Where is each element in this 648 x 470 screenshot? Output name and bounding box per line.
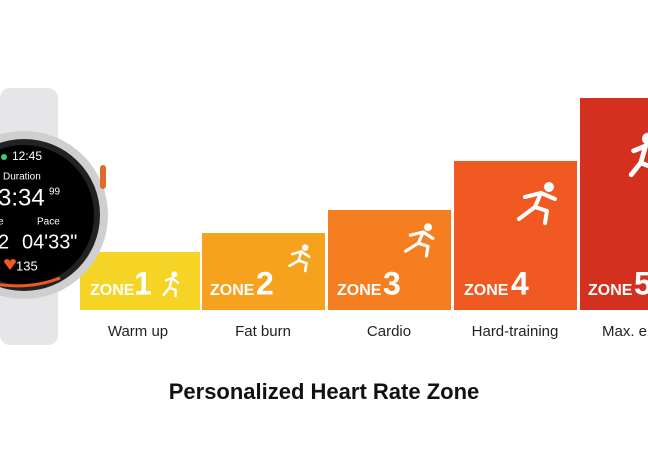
zone-4: ZONE 4 Hard-training [454, 161, 577, 340]
zone-number: 4 [511, 265, 529, 301]
zone-3: ZONE 3 Cardio [328, 210, 451, 340]
zone-name: Max. e [602, 323, 647, 340]
zone-name: Hard-training [472, 323, 559, 340]
zone-name: Cardio [367, 323, 411, 340]
runner-icon [162, 271, 180, 298]
zone-number: 5 [634, 265, 648, 301]
zone-name: Warm up [108, 323, 168, 340]
watch: 12:45 Duration 3:34 99 e Pace 2 04'33" 1… [0, 88, 108, 345]
zone-bar [80, 252, 200, 310]
gps-dot [1, 154, 7, 160]
duration: 3:34 [0, 184, 45, 211]
zone-bar [580, 98, 648, 310]
zone-label: ZONE [588, 282, 633, 299]
zone-2: ZONE 2 Fat burn [202, 233, 325, 340]
runner-icon [628, 132, 648, 178]
crown [100, 165, 106, 189]
duration-label: Duration [3, 172, 41, 183]
zone-number: 3 [383, 265, 401, 301]
zone-arc [0, 276, 61, 288]
zone-label: ZONE [464, 282, 509, 299]
watch-face [0, 145, 94, 285]
title: Personalized Heart Rate Zone [169, 379, 480, 404]
zone-1: ZONE 1 Warm up [80, 252, 200, 340]
heart-rate: 135 [16, 258, 38, 273]
pace-label: Pace [37, 217, 60, 228]
runner-icon [517, 182, 557, 225]
zone-name: Fat burn [235, 323, 291, 340]
zone-label: ZONE [337, 282, 382, 299]
left-label: e [0, 217, 4, 228]
heart-icon [4, 259, 16, 270]
zone-label: ZONE [210, 282, 255, 299]
zone-number: 2 [256, 265, 274, 301]
watch-time: 12:45 [12, 149, 42, 163]
zone-bar [454, 161, 577, 310]
zone-label: ZONE [90, 282, 135, 299]
left-value: 2 [0, 231, 9, 253]
duration-fraction: 99 [49, 187, 61, 198]
runner-icon [403, 223, 435, 258]
zone-5: ZONE 5 Max. e [580, 98, 648, 340]
pace: 04'33" [22, 231, 77, 253]
runner-icon [288, 244, 311, 273]
zone-number: 1 [134, 265, 152, 301]
